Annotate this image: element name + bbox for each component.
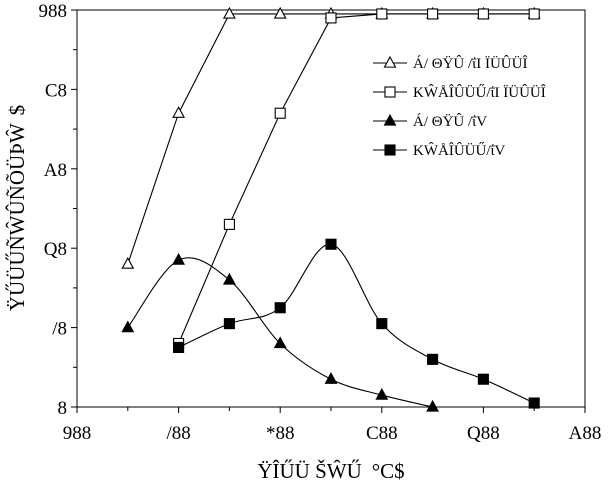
data-point — [376, 8, 388, 20]
legend-label: Á/ ΘŸÛ /ΐΙ ÏÜÛÜÎ — [413, 55, 527, 72]
data-point — [325, 12, 337, 24]
series-3 — [121, 252, 440, 412]
series-layer — [121, 6, 541, 412]
legend-marker — [383, 55, 397, 68]
x-tick-label: /88 — [166, 423, 190, 444]
x-tick-label: *88 — [266, 423, 295, 444]
series-1 — [121, 6, 541, 269]
data-point — [375, 387, 389, 400]
series-4 — [173, 238, 540, 409]
data-point — [376, 318, 388, 330]
x-tick-label: A88 — [569, 423, 602, 444]
legend-marker — [384, 86, 396, 98]
data-point — [172, 106, 186, 118]
x-axis-title: ŸÎŰÜ ŠŴŰ °C$ — [257, 459, 404, 483]
data-point — [121, 256, 135, 269]
data-point — [172, 252, 186, 265]
data-point — [427, 8, 439, 20]
data-point — [274, 107, 286, 119]
series-line — [127, 257, 433, 408]
x-axis: 988/88 *88 C88 Q88 A88 — [63, 407, 602, 444]
data-point — [173, 341, 185, 354]
series-line — [178, 243, 535, 404]
data-point — [426, 399, 440, 412]
data-point — [222, 272, 236, 285]
data-point — [427, 353, 439, 365]
y-tick-label: C8 — [45, 80, 67, 101]
legend-label: ΚŴÅÎÛÜŰ/ΐΙ ÏÜÛÜÎ — [413, 84, 546, 101]
legend-label: ΚŴÅÎÛÜŰ/ΐV — [413, 142, 506, 159]
data-point — [121, 320, 135, 333]
data-point — [223, 218, 235, 230]
legend-item: ΚŴÅÎÛÜŰ/ΐV — [373, 142, 506, 159]
data-point — [274, 302, 286, 314]
y-tick-label: 8 — [58, 398, 68, 419]
data-point — [528, 397, 540, 409]
y-axis: 8/8 Q8 A8 C8 988 — [39, 1, 77, 419]
x-tick-label: 988 — [63, 423, 92, 444]
series-line — [127, 13, 535, 265]
legend-item: Á/ ΘŸÛ /ΐΙ ÏÜÛÜÎ — [373, 55, 527, 72]
data-point — [324, 372, 338, 384]
data-point — [273, 6, 287, 19]
legend-marker — [384, 144, 396, 156]
y-axis-title: ŸŰÜŰÑŴÛÑÕÜÞŴ$ — [5, 105, 29, 311]
legend-item: ΚŴÅÎÛÜŰ/ΐΙ ÏÜÛÜÎ — [373, 84, 546, 101]
data-point — [477, 373, 489, 385]
y-tick-label: A8 — [44, 160, 67, 181]
legend-item: Á/ ΘŸÛ /ΐV — [373, 113, 487, 130]
series-line — [178, 13, 535, 344]
data-point — [528, 8, 540, 20]
y-tick-label: /8 — [52, 319, 67, 340]
y-tick-label: 988 — [39, 1, 68, 22]
data-point — [325, 238, 337, 250]
x-tick-label: Q88 — [467, 423, 500, 444]
legend: Á/ ΘŸÛ /ΐΙ ÏÜÛÜÎ ΚŴÅÎÛÜŰ/ΐΙ ÏÜÛÜÎ Á/ ΘŸÛ /… — [373, 55, 546, 159]
data-point — [273, 336, 287, 349]
legend-label: Á/ ΘŸÛ /ΐV — [413, 113, 487, 130]
data-point — [222, 6, 236, 19]
data-point — [223, 318, 235, 330]
data-point — [477, 8, 489, 20]
x-tick-label: C88 — [366, 423, 398, 444]
legend-marker — [383, 113, 397, 126]
y-tick-label: Q8 — [44, 239, 67, 260]
